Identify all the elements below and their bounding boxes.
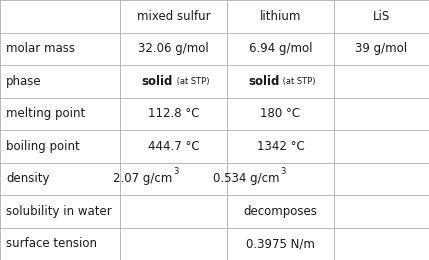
Text: 1342 °C: 1342 °C xyxy=(257,140,304,153)
Text: LiS: LiS xyxy=(373,10,390,23)
Text: melting point: melting point xyxy=(6,107,85,120)
Text: (at STP): (at STP) xyxy=(173,77,209,86)
Text: density: density xyxy=(6,172,49,185)
Text: solid: solid xyxy=(141,75,172,88)
Text: (at STP): (at STP) xyxy=(281,77,316,86)
Text: 3: 3 xyxy=(173,167,179,176)
Text: 39 g/mol: 39 g/mol xyxy=(356,42,408,55)
Text: 3: 3 xyxy=(281,167,286,176)
Text: 32.06 g/mol: 32.06 g/mol xyxy=(138,42,209,55)
Text: 0.3975 N/m: 0.3975 N/m xyxy=(246,237,315,250)
Text: surface tension: surface tension xyxy=(6,237,97,250)
Text: 112.8 °C: 112.8 °C xyxy=(148,107,199,120)
Text: 180 °C: 180 °C xyxy=(260,107,301,120)
Text: 0.534 g/cm: 0.534 g/cm xyxy=(213,172,280,185)
Text: boiling point: boiling point xyxy=(6,140,80,153)
Text: decomposes: decomposes xyxy=(244,205,317,218)
Text: 6.94 g/mol: 6.94 g/mol xyxy=(249,42,312,55)
Text: phase: phase xyxy=(6,75,42,88)
Text: molar mass: molar mass xyxy=(6,42,75,55)
Text: lithium: lithium xyxy=(260,10,301,23)
Text: 444.7 °C: 444.7 °C xyxy=(148,140,199,153)
Text: solubility in water: solubility in water xyxy=(6,205,112,218)
Text: solid: solid xyxy=(248,75,280,88)
Text: 2.07 g/cm: 2.07 g/cm xyxy=(113,172,172,185)
Text: mixed sulfur: mixed sulfur xyxy=(137,10,210,23)
